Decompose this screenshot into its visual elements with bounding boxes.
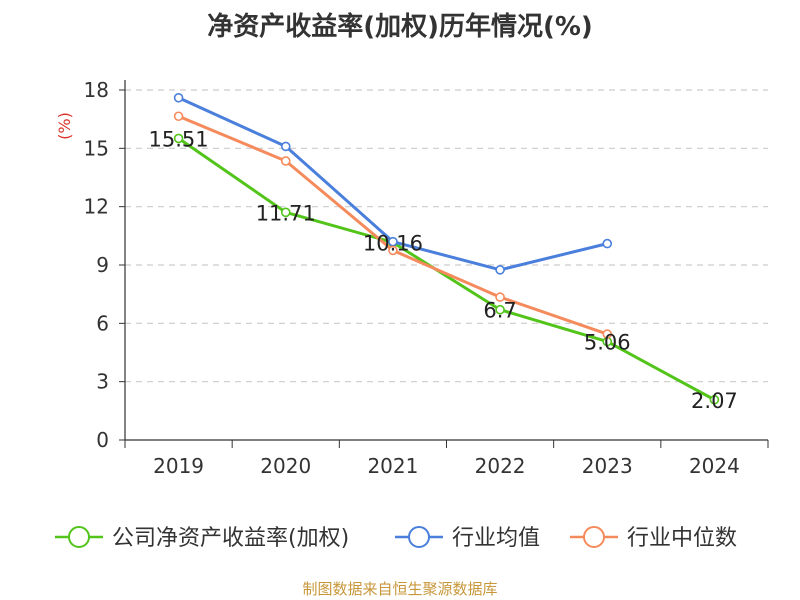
data-label: 10.16: [363, 231, 423, 255]
y-tick-label: 6: [96, 311, 109, 335]
data-label: 11.71: [256, 201, 316, 225]
x-tick-label: 2020: [260, 454, 311, 478]
legend: 公司净资产收益率(加权) 行业均值 行业中位数: [55, 526, 737, 551]
data-point: [280, 156, 291, 166]
x-tick-label: 2022: [475, 454, 526, 478]
data-point: [495, 292, 505, 302]
data-point: [709, 394, 720, 405]
data-label: 2.07: [691, 389, 738, 413]
grid-layer: [125, 89, 768, 383]
y-axis-label: (%): [55, 112, 74, 140]
series-line-0: [177, 137, 716, 402]
x-tick-label: 2023: [582, 454, 633, 478]
legend-marker: [408, 526, 430, 548]
y-tick-label: 12: [84, 195, 109, 219]
y-tick-label: 9: [96, 253, 109, 277]
data-point: [602, 238, 613, 249]
legend-label: 公司净资产收益率(加权): [112, 526, 349, 551]
x-tick-label: 2024: [689, 454, 740, 478]
data-label: 6.7: [483, 299, 516, 323]
data-label: 5.06: [584, 331, 631, 355]
legend-label: 行业中位数: [627, 526, 737, 551]
axis-layer: 0 3 6 9 12 15 18 2019 2020 2021 2022 2023 2024 (%): [55, 78, 769, 478]
data-point: [173, 92, 184, 103]
x-tick-label: 2021: [367, 454, 418, 478]
legend-marker: [68, 526, 90, 548]
y-tick-label: 18: [84, 78, 109, 102]
data-point: [495, 304, 505, 315]
legend-label: 行业均值: [452, 526, 540, 551]
x-tick-label: 2019: [153, 454, 204, 478]
data-point: [280, 207, 291, 218]
legend-marker: [583, 526, 605, 548]
data-point: [602, 329, 613, 339]
data-point: [173, 111, 184, 122]
data-label: 15.51: [149, 127, 209, 151]
data-point: [495, 265, 505, 275]
source-note: 制图数据来自恒生聚源数据库: [302, 580, 498, 598]
data-point: [280, 141, 291, 152]
chart-title: 净资产收益率(加权)历年情况(%): [207, 12, 593, 42]
data-point: [388, 245, 398, 256]
data-point: [173, 133, 184, 144]
y-tick-label: 0: [96, 428, 109, 452]
y-tick-label: 3: [96, 370, 109, 394]
series-layer: [173, 92, 720, 405]
label-layer: 15.51 11.71 10.16 6.7 5.06 2.07: [149, 127, 738, 412]
y-tick-label: 15: [84, 136, 109, 160]
